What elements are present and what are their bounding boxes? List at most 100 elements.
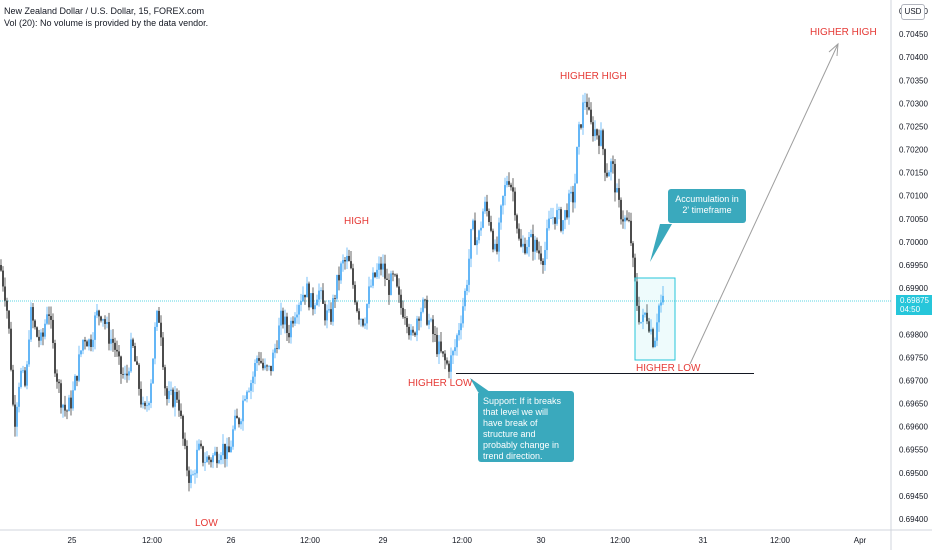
candle-body [662, 295, 664, 303]
candle-body [104, 319, 106, 324]
arrow-head-icon [828, 42, 839, 57]
candle-body [252, 376, 254, 384]
candle-body [102, 319, 104, 321]
candle-body [0, 265, 2, 271]
candle-body [224, 443, 226, 459]
candle-body [236, 415, 238, 419]
candle-body [546, 228, 548, 251]
candle-body [612, 161, 614, 164]
candle-body [264, 365, 266, 369]
candle-body [180, 410, 182, 416]
price-tick-label: 0.69900 [899, 284, 928, 293]
candle-body [410, 329, 412, 336]
candle-body [208, 456, 210, 460]
candle-body [424, 299, 426, 301]
candle-body [242, 400, 244, 422]
candle-body [508, 181, 510, 185]
price-tick-label: 0.70100 [899, 192, 928, 201]
candle-body [574, 183, 576, 203]
candle-body [656, 322, 658, 341]
candle-body [304, 294, 306, 298]
candle-body [326, 310, 328, 321]
projection-arrow[interactable] [689, 43, 839, 365]
annotation-higher-low-2[interactable]: HIGHER LOW [636, 363, 701, 374]
candle-body [220, 455, 222, 461]
candle-body [660, 302, 662, 306]
candle-body [330, 309, 332, 322]
annotation-low[interactable]: LOW [195, 518, 218, 529]
candle-body [136, 361, 138, 365]
candle-body [62, 404, 64, 408]
candle-body [528, 236, 530, 247]
candle-body [372, 272, 374, 286]
candle-body [484, 201, 486, 212]
time-axis[interactable]: 25 12:00 26 12:00 29 12:00 30 12:00 31 12:00 Apr [68, 536, 867, 545]
candle-body [642, 314, 644, 322]
candle-body [648, 321, 650, 332]
candle-body [552, 217, 554, 219]
candle-body [376, 269, 378, 277]
candle-body [34, 320, 36, 328]
bar-countdown: 04:50 [900, 305, 921, 314]
candle-body [460, 323, 462, 331]
candle-body [154, 326, 156, 359]
candle-body [148, 402, 150, 406]
last-price-value: 0.69875 [900, 296, 929, 305]
candle-body [384, 263, 386, 279]
candle-body [566, 210, 568, 218]
candle-body [562, 220, 564, 231]
candle-body [138, 364, 140, 389]
candle-body [624, 217, 626, 222]
symbol-title[interactable]: New Zealand Dollar / U.S. Dollar, 15, FO… [4, 6, 205, 16]
candle-body [146, 405, 148, 407]
candle-body [10, 328, 12, 370]
candle-body [106, 321, 108, 324]
candle-body [210, 459, 212, 463]
annotation-high[interactable]: HIGH [344, 216, 369, 227]
accumulation-box[interactable] [634, 277, 676, 361]
candle-body [382, 263, 384, 270]
candle-body [610, 161, 612, 173]
candle-body [316, 299, 318, 306]
price-tick-label: 0.69550 [899, 446, 928, 455]
candle-body [448, 363, 450, 372]
candle-body [640, 321, 642, 323]
candle-body [292, 320, 294, 324]
candle-body [476, 240, 478, 246]
price-axis[interactable]: 0.705000.704500.704000.703500.703000.702… [899, 7, 928, 524]
annotation-higher-low-1[interactable]: HIGHER LOW [408, 378, 473, 389]
support-callout[interactable]: Support: If it breaks that level we will… [478, 391, 574, 462]
candle-body [542, 260, 544, 266]
candle-body [8, 310, 10, 329]
candle-body [396, 274, 398, 287]
candle-body [404, 317, 406, 319]
candle-body [58, 381, 60, 384]
candle-body [232, 429, 234, 447]
candle-body [618, 188, 620, 200]
candle-body [254, 363, 256, 377]
candle-body [598, 135, 600, 146]
candle-body [94, 315, 96, 340]
accumulation-callout[interactable]: Accumulation in 2' timeframe [668, 189, 746, 223]
annotation-higher-high-1[interactable]: HIGHER HIGH [560, 71, 627, 82]
candle-body [362, 319, 364, 326]
currency-button[interactable]: USD [901, 4, 925, 20]
candle-body [420, 311, 422, 321]
candle-body [490, 222, 492, 231]
candle-body [406, 318, 408, 327]
candle-body [80, 350, 82, 355]
candle-body [532, 234, 534, 252]
candle-body [298, 304, 300, 315]
candle-body [386, 278, 388, 280]
candle-body [268, 365, 270, 367]
candle-body [334, 298, 336, 299]
candle-body [302, 294, 304, 302]
price-tick-label: 0.70000 [899, 238, 928, 247]
candle-body [356, 302, 358, 312]
candle-body [354, 284, 356, 303]
annotation-higher-high-2[interactable]: HIGHER HIGH [810, 27, 877, 38]
candle-body [176, 391, 178, 400]
candle-body [658, 305, 660, 323]
candle-body [446, 360, 448, 364]
